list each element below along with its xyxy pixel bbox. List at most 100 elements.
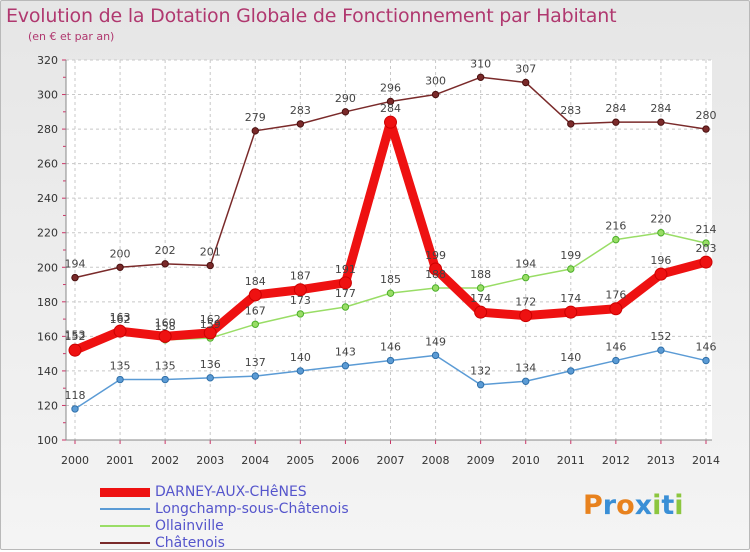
data-label: 220 (650, 213, 671, 226)
logo-letter: x (634, 490, 653, 521)
data-point (519, 309, 533, 323)
data-point (113, 324, 127, 338)
x-tick-label: 2011 (557, 454, 585, 467)
y-tick-label: 180 (37, 296, 58, 309)
data-point (476, 381, 485, 389)
data-label: 159 (200, 318, 221, 331)
data-point (386, 97, 395, 106)
x-tick-label: 2001 (106, 454, 134, 467)
data-point (161, 375, 169, 384)
data-point (522, 78, 530, 87)
proxiti-logo: Proxiti (583, 490, 684, 521)
data-point (116, 375, 124, 384)
legend-label: Châtenois (155, 535, 225, 551)
legend-swatch-darney (100, 488, 150, 497)
x-tick-label: 2005 (286, 454, 314, 467)
x-tick-label: 2007 (377, 454, 405, 467)
data-point (476, 284, 485, 292)
chart-subtitle: (en € et par an) (28, 30, 115, 43)
data-point (476, 73, 485, 81)
data-label: 185 (380, 273, 401, 286)
data-label: 153 (65, 328, 86, 341)
data-point (206, 261, 214, 270)
y-tick-label: 140 (37, 365, 58, 378)
data-label: 158 (155, 320, 176, 333)
data-point (609, 302, 623, 316)
logo-letter: P (583, 490, 603, 521)
y-tick-label: 220 (37, 227, 58, 240)
data-label: 146 (605, 341, 626, 354)
data-label: 200 (110, 247, 131, 260)
logo-letter: i (674, 490, 684, 521)
data-point (474, 305, 488, 319)
data-label: 173 (290, 294, 311, 307)
data-label: 160 (155, 316, 176, 329)
x-tick-label: 2012 (602, 454, 630, 467)
data-label: 176 (605, 289, 626, 302)
data-label: 162 (110, 313, 131, 326)
data-label: 194 (65, 258, 86, 271)
data-label: 174 (560, 292, 581, 305)
data-point (251, 320, 259, 328)
data-point (702, 239, 710, 247)
data-point (206, 374, 214, 382)
data-label: 290 (335, 92, 356, 105)
y-tick-label: 240 (37, 192, 58, 205)
data-point (567, 120, 575, 128)
y-tick-label: 160 (37, 330, 58, 343)
data-label: 279 (245, 111, 266, 124)
data-label: 202 (155, 244, 176, 257)
data-label: 196 (650, 254, 671, 267)
logo-letter: i (652, 490, 662, 521)
data-point (341, 108, 350, 116)
data-point (251, 372, 259, 380)
data-point (431, 351, 440, 360)
data-label: 284 (650, 102, 671, 115)
data-label: 199 (425, 249, 446, 262)
data-label: 284 (380, 102, 401, 115)
data-point (702, 356, 710, 365)
data-point (522, 377, 530, 385)
axes-layer: 100 120 140 160 180 200 220 240 260 280 300 320 2000… (37, 54, 720, 467)
series-points (68, 73, 713, 413)
data-point (612, 235, 620, 244)
x-tick-label: 2003 (196, 454, 224, 467)
data-label: 310 (470, 57, 491, 70)
data-label: 135 (155, 360, 176, 373)
data-point (612, 356, 620, 365)
data-label: 152 (650, 330, 671, 343)
data-point (203, 326, 217, 340)
chart-title: Evolution de la Dotation Globale de Fonc… (6, 5, 617, 27)
data-point (293, 283, 307, 297)
legend-label: DARNEY-AUX-CHêNES (155, 484, 307, 500)
data-label: 283 (290, 104, 311, 117)
data-label: 188 (425, 268, 446, 281)
data-point (431, 284, 440, 292)
logo-letter: o (616, 490, 635, 521)
data-label: 203 (696, 242, 717, 255)
y-tick-label: 320 (37, 54, 58, 67)
data-point (341, 303, 350, 311)
data-label: 174 (470, 292, 491, 305)
data-label: 194 (515, 258, 536, 271)
data-label: 188 (470, 268, 491, 281)
data-point (296, 310, 305, 318)
data-label: 177 (335, 287, 356, 300)
data-label: 284 (605, 102, 626, 115)
data-point (522, 273, 530, 282)
data-label: 143 (335, 346, 356, 359)
x-tick-label: 2009 (467, 454, 495, 467)
y-tick-label: 280 (37, 123, 58, 136)
data-point (657, 118, 665, 126)
data-point (116, 263, 124, 271)
data-point (248, 288, 262, 302)
logo-letter: r (602, 490, 617, 521)
data-point (251, 127, 259, 135)
data-label: 140 (560, 351, 581, 364)
data-label: 163 (110, 311, 131, 324)
data-label: 307 (515, 62, 536, 75)
data-point (161, 260, 169, 268)
data-point (71, 405, 79, 413)
data-label: 184 (245, 275, 266, 288)
